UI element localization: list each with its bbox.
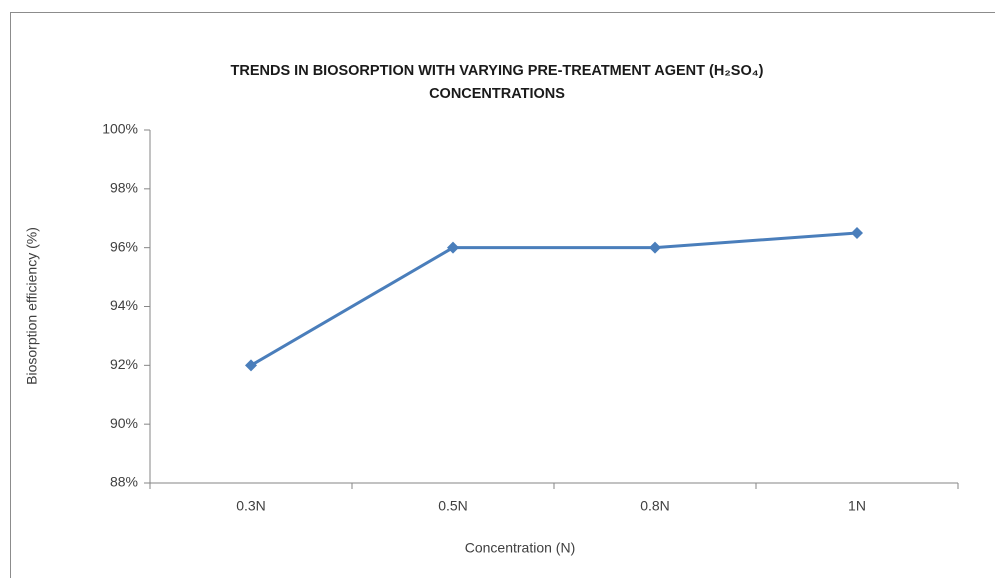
y-tick-label: 98%	[110, 180, 138, 196]
y-tick-label: 100%	[102, 121, 138, 137]
data-point	[851, 226, 863, 239]
y-tick-label: 90%	[110, 415, 138, 431]
data-point	[447, 241, 459, 254]
y-tick-label: 94%	[110, 297, 138, 313]
y-tick-label: 92%	[110, 356, 138, 372]
x-tick-label: 0.3N	[236, 498, 266, 514]
chart-title: TRENDS IN BIOSORPTION WITH VARYING PRE-T…	[230, 63, 764, 102]
x-tick-label: 0.8N	[640, 498, 670, 514]
y-tick-label: 88%	[110, 474, 138, 490]
x-axis-label: Concentration (N)	[465, 540, 576, 556]
y-tick-label: 96%	[110, 238, 138, 254]
data-point	[245, 359, 257, 372]
x-tick-label: 0.5N	[438, 498, 468, 514]
x-tick-label: 1N	[848, 498, 866, 514]
data-point	[649, 241, 661, 254]
chart-border	[10, 12, 995, 578]
y-axis-label: Biosorption efficiency (%)	[24, 227, 40, 385]
series-line	[250, 231, 858, 367]
